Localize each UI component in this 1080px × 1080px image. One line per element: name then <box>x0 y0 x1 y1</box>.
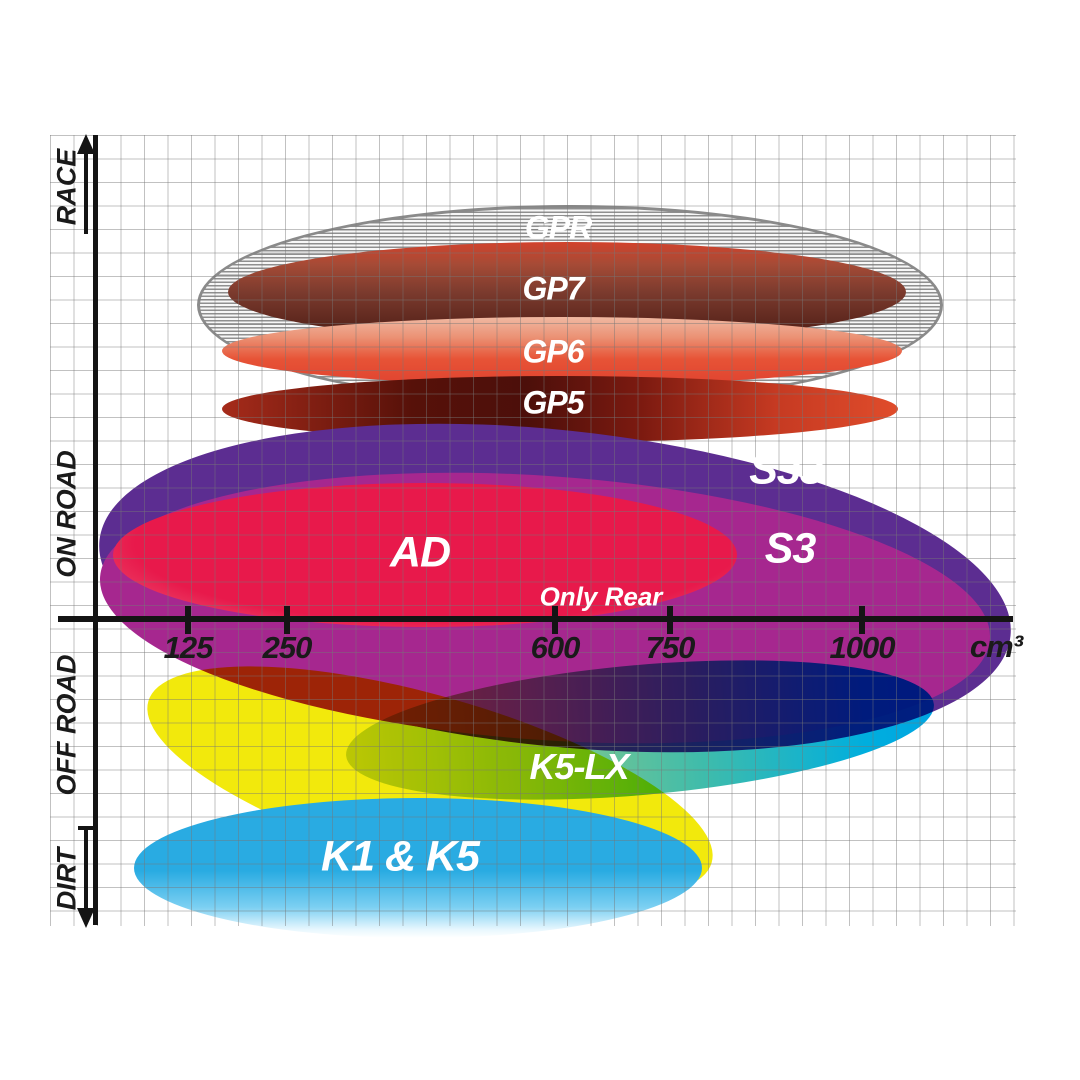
race-arrow-shaft <box>84 152 88 234</box>
x-tick-label-125: 125 <box>163 630 214 665</box>
x-tick-label-600: 600 <box>530 630 581 665</box>
x-tick-750 <box>667 606 673 634</box>
bubble-gp6 <box>222 317 902 385</box>
x-tick-label-750: 750 <box>645 630 696 665</box>
dirt-arrow-down-icon <box>77 908 95 928</box>
x-tick-label-250: 250 <box>262 630 313 665</box>
label-gp7: GP7 <box>522 270 584 307</box>
y-axis-line <box>93 135 98 925</box>
label-ad: AD <box>389 528 451 577</box>
label-gp6: GP6 <box>522 333 584 370</box>
x-axis-line <box>58 616 1013 622</box>
x-tick-600 <box>552 606 558 634</box>
y-label-race: RACE <box>51 148 82 226</box>
x-tick-250 <box>284 606 290 634</box>
offroad-dirt-separator <box>78 826 98 830</box>
label-k5lx: K5-LX <box>529 746 629 787</box>
x-tick-1000 <box>859 606 865 634</box>
label-gp5: GP5 <box>522 384 584 421</box>
race-arrow-up-icon <box>77 134 95 154</box>
label-s3: S3 <box>764 524 817 573</box>
label-gpr: GPR <box>524 209 592 246</box>
label-only-rear: Only Rear <box>539 581 663 612</box>
bubble-k1k5 <box>134 798 702 938</box>
x-tick-125 <box>185 606 191 634</box>
y-label-dirt: DIRT <box>51 847 82 911</box>
label-s33: S33 <box>749 445 824 494</box>
x-tick-label-1000: 1000 <box>829 630 896 665</box>
bubble-ad <box>113 483 737 627</box>
label-k1k5: K1 & K5 <box>321 832 480 881</box>
x-axis-unit-label: cm³ <box>969 629 1023 664</box>
y-label-onroad: ON ROAD <box>51 450 82 578</box>
dirt-arrow-shaft <box>84 828 88 910</box>
y-label-offroad: OFF ROAD <box>51 654 82 796</box>
